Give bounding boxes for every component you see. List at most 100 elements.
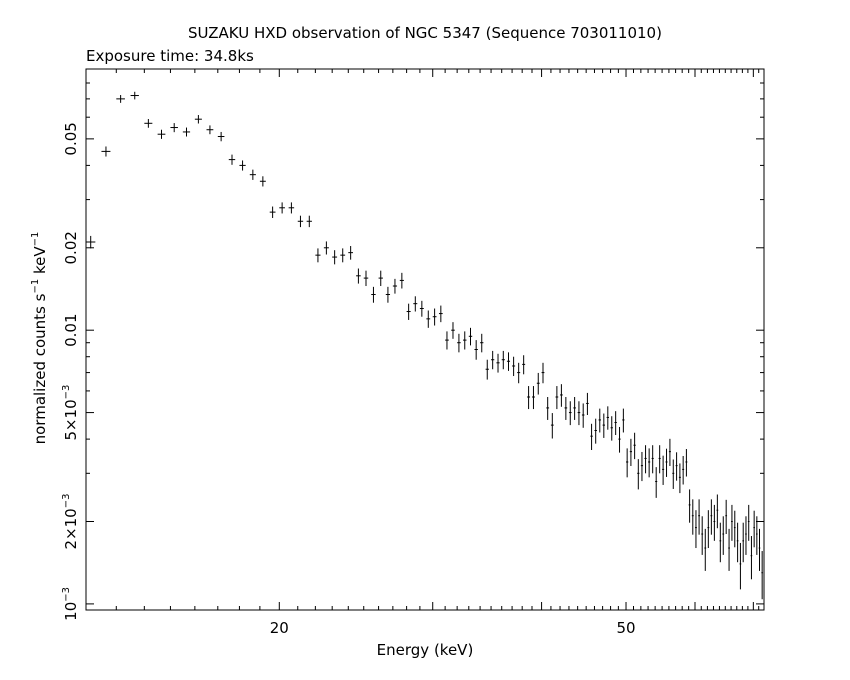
y-axis-label-mid: keV <box>31 246 49 279</box>
data-point <box>385 286 391 303</box>
data-point <box>602 413 606 438</box>
data-point <box>622 408 625 433</box>
data-point <box>725 499 728 535</box>
data-point <box>536 372 540 395</box>
data-point <box>378 270 383 287</box>
data-point <box>522 355 526 375</box>
data-point <box>463 331 467 350</box>
data-point <box>512 356 516 377</box>
x-tick-label: 20 <box>270 619 289 637</box>
y-tick-label-exponent: −3 <box>61 385 72 400</box>
data-point <box>546 397 550 420</box>
data-point <box>451 322 455 339</box>
data-point <box>406 303 411 320</box>
data-point <box>736 522 739 563</box>
data-points <box>86 91 763 600</box>
data-point <box>468 327 473 346</box>
data-point <box>356 268 361 284</box>
data-point <box>560 384 563 407</box>
y-tick-label-exponent: −3 <box>61 587 72 602</box>
y-tick-label: 0.05 <box>62 122 80 155</box>
data-point <box>672 459 675 489</box>
y-tick-labels: 0.050.020.015×10−32×10−310−3 <box>61 122 80 621</box>
data-point <box>662 455 665 485</box>
y-axis-label-sup1: −1 <box>30 279 41 294</box>
data-point <box>739 542 742 590</box>
data-point <box>323 241 329 255</box>
x-tick-label: 50 <box>616 619 635 637</box>
data-point <box>577 401 581 426</box>
data-point <box>753 510 755 548</box>
data-point <box>710 499 713 535</box>
data-point <box>651 445 654 474</box>
data-point <box>678 463 681 494</box>
data-point <box>581 403 585 428</box>
data-point <box>704 528 707 571</box>
data-point <box>590 423 593 450</box>
data-point <box>541 362 545 384</box>
y-axis-label-main: normalized counts s <box>31 293 49 444</box>
data-point <box>733 510 736 548</box>
data-point <box>332 250 338 265</box>
data-point <box>101 146 111 157</box>
data-point <box>527 386 531 410</box>
data-point <box>745 516 747 555</box>
data-point <box>742 522 745 563</box>
data-point <box>640 451 644 482</box>
data-point <box>217 131 225 142</box>
data-point <box>747 504 750 541</box>
data-point <box>675 452 678 481</box>
data-point <box>633 432 636 460</box>
data-point <box>480 333 484 353</box>
data-point <box>701 516 704 555</box>
data-point <box>413 296 418 312</box>
data-point <box>731 504 733 541</box>
data-point <box>306 215 312 228</box>
data-point <box>722 516 725 555</box>
data-point <box>568 401 572 426</box>
data-point <box>618 426 621 453</box>
data-point <box>279 202 285 214</box>
data-point <box>550 413 554 439</box>
y-tick-label-mantissa: 0.02 <box>62 231 80 264</box>
y-tick-label: 0.02 <box>62 231 80 264</box>
data-point <box>194 115 202 124</box>
y-tick-label-mantissa: 0.05 <box>62 122 80 155</box>
data-point <box>157 129 166 139</box>
data-point <box>698 499 701 535</box>
data-point <box>564 397 568 420</box>
data-point <box>644 445 647 474</box>
data-point <box>432 308 437 326</box>
x-axis-label: Energy (keV) <box>377 641 474 659</box>
chart-title: SUZAKU HXD observation of NGC 5347 (Sequ… <box>188 24 662 42</box>
data-point <box>637 459 640 490</box>
data-point <box>573 397 576 420</box>
data-point <box>130 91 139 100</box>
data-point <box>86 235 96 249</box>
data-point <box>501 350 505 370</box>
x-tick-labels: 20 50 <box>270 619 636 637</box>
data-point <box>586 392 589 415</box>
data-point <box>340 248 346 263</box>
data-point <box>371 286 376 303</box>
data-point <box>392 278 398 294</box>
data-point <box>239 160 246 171</box>
data-point <box>614 411 617 436</box>
data-point <box>750 536 753 580</box>
data-point <box>249 169 256 180</box>
data-point <box>269 206 276 218</box>
data-point <box>756 516 758 555</box>
data-point <box>517 362 521 384</box>
data-point <box>594 418 597 444</box>
data-point <box>606 406 609 430</box>
data-point <box>288 202 295 214</box>
data-point <box>144 118 153 128</box>
y-axis-label-sup2: −1 <box>30 232 41 247</box>
data-point <box>655 467 658 498</box>
data-point <box>259 176 266 187</box>
plot-frame <box>85 68 765 611</box>
axis-ticks <box>85 68 765 610</box>
data-point <box>206 125 214 135</box>
data-point <box>629 438 633 467</box>
data-point <box>695 510 697 549</box>
